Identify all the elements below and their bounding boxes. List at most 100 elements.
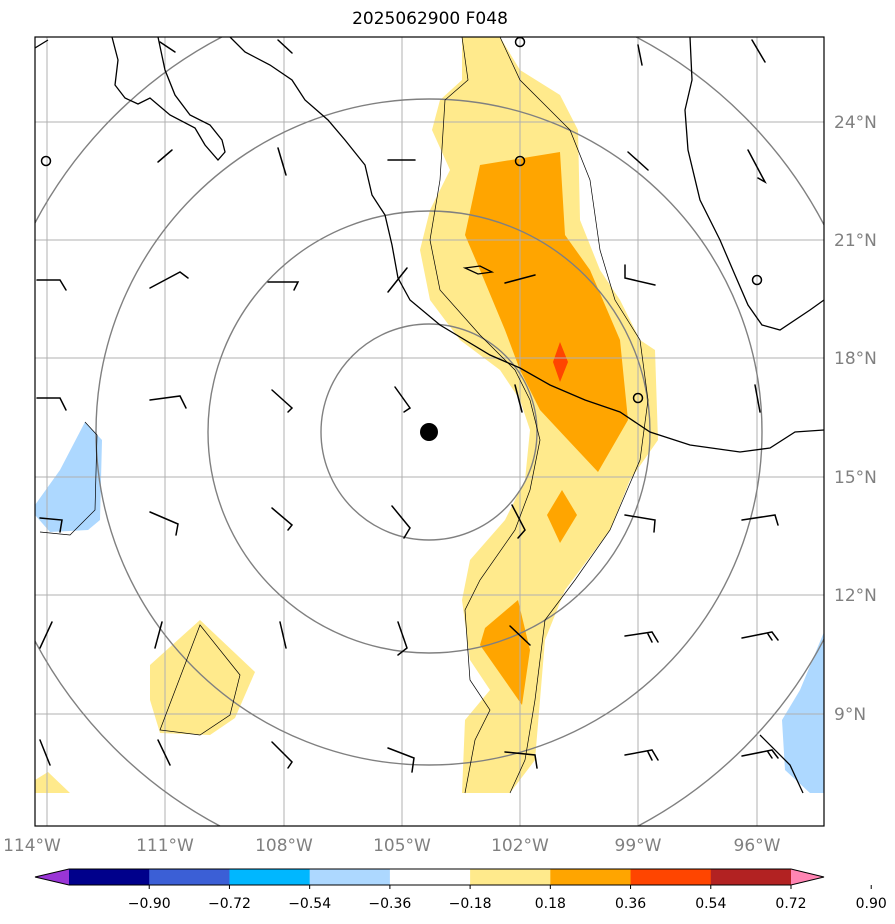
range-ring-1	[320, 323, 538, 541]
colorbar-tick-label: 0.54	[695, 896, 726, 912]
colorbar-extend-low	[35, 869, 69, 885]
wind-barb	[39, 517, 63, 533]
colorbar-cell	[470, 869, 551, 885]
colorbar-tick-label: 0.90	[856, 896, 887, 912]
lat-label: 15°N	[834, 468, 877, 488]
colorbar: −0.90 −0.72 −0.54 −0.36 −0.18 0.18 0.36 0.54 0.7…	[34, 868, 887, 912]
wind-barb	[271, 741, 293, 769]
coastline-mainland-pacific	[229, 37, 824, 453]
wind-barb	[149, 511, 179, 536]
calm-wind-marker	[632, 392, 644, 404]
contour-negative-east	[782, 632, 824, 793]
wind-barb	[267, 281, 300, 291]
wind-barb	[149, 271, 189, 289]
wind-barb	[511, 504, 526, 539]
colorbar-cell	[69, 869, 150, 885]
lat-label: 12°N	[834, 586, 877, 606]
colorbar-cell	[710, 869, 792, 885]
wind-barb	[741, 749, 779, 759]
colorbar-tick-label: −0.18	[449, 896, 492, 912]
wind-barb	[637, 44, 643, 66]
wind-barb	[741, 514, 779, 526]
wind-barb	[277, 147, 287, 176]
contour-positive-mid-south	[480, 600, 530, 705]
colorbar-tick-label: −0.54	[288, 896, 331, 912]
colorbar-tick-labels: −0.90 −0.72 −0.54 −0.36 −0.18 0.18 0.36 0.54 0.7…	[128, 885, 887, 912]
longitude-labels: 114°W 111°W 108°W 105°W 102°W 99°W 96°W	[3, 836, 781, 856]
range-ring-3	[95, 98, 763, 766]
lon-label: 102°W	[491, 836, 549, 856]
coastline-south-pacific	[759, 734, 804, 794]
lon-label: 114°W	[3, 836, 61, 856]
map-plot-area	[35, 37, 824, 826]
contour-positive-mid-small	[547, 490, 577, 543]
wind-barb	[391, 505, 411, 539]
wind-barb	[624, 264, 656, 286]
colorbar-outline	[34, 868, 825, 886]
map-title: 2025062900 F048	[352, 9, 508, 29]
wind-barb	[751, 39, 766, 63]
island-revillagigedo	[462, 265, 495, 275]
lon-label: 111°W	[136, 836, 194, 856]
wind-barb	[157, 739, 171, 766]
coastline-gulf-mexico	[684, 37, 824, 331]
wind-barb	[39, 739, 51, 766]
contour-positive-mid	[465, 152, 628, 472]
lat-label: 9°N	[834, 705, 866, 725]
map-frame	[34, 36, 825, 827]
colorbar-tick-label: 0.18	[535, 896, 566, 912]
wind-barb	[747, 149, 767, 184]
wind-barbs	[36, 39, 779, 773]
wind-barb	[36, 279, 67, 291]
colorbar-extend-high	[791, 869, 824, 885]
colorbar-cell	[550, 869, 632, 885]
colorbar-cell	[149, 869, 230, 885]
colorbar-tick-label: −0.90	[128, 896, 171, 912]
calm-wind-marker	[40, 155, 52, 167]
wind-barb	[627, 151, 649, 171]
coastlines	[35, 37, 824, 794]
contour-boundaries	[39, 37, 649, 794]
lat-label: 24°N	[834, 113, 877, 133]
wind-barb	[397, 621, 408, 656]
colorbar-tick-label: −0.36	[368, 896, 411, 912]
wind-barb	[624, 631, 659, 643]
wind-barb	[387, 267, 408, 293]
wind-barb	[39, 621, 53, 649]
wind-barb	[277, 39, 293, 54]
lon-label: 96°W	[734, 836, 781, 856]
calm-wind-marker	[514, 155, 526, 167]
wind-barb	[279, 621, 287, 649]
colorbar-cell	[229, 869, 311, 885]
wind-barb	[624, 749, 659, 761]
wind-barb	[271, 507, 294, 531]
wind-barb	[504, 274, 536, 284]
coastline-baja	[35, 37, 226, 161]
wind-barb	[504, 751, 538, 769]
calm-markers	[40, 37, 763, 404]
colorbar-cells	[35, 869, 824, 885]
wind-barb	[271, 389, 294, 413]
wind-barb	[394, 386, 412, 413]
lon-label: 108°W	[255, 836, 313, 856]
wind-barb	[159, 41, 176, 53]
lat-label: 21°N	[834, 231, 877, 251]
wind-barb	[741, 631, 779, 641]
colorbar-tick-label: 0.36	[615, 896, 646, 912]
colorbar-cell	[630, 869, 712, 885]
calm-wind-marker	[751, 274, 763, 286]
lat-label: 18°N	[834, 349, 877, 369]
contour-positive-high	[553, 342, 568, 382]
wind-barb	[157, 149, 173, 163]
wind-barb	[387, 747, 415, 773]
wind-barb	[36, 397, 67, 411]
wind-barb	[149, 395, 187, 409]
storm-center-dot	[420, 423, 438, 441]
colorbar-cell	[389, 869, 471, 885]
wind-barb	[624, 514, 656, 533]
colorbar-cell	[309, 869, 391, 885]
latitude-labels: 24°N 21°N 18°N 15°N 12°N 9°N	[834, 113, 877, 725]
wind-barb	[754, 384, 761, 413]
colorbar-tick-label: 0.72	[775, 896, 806, 912]
